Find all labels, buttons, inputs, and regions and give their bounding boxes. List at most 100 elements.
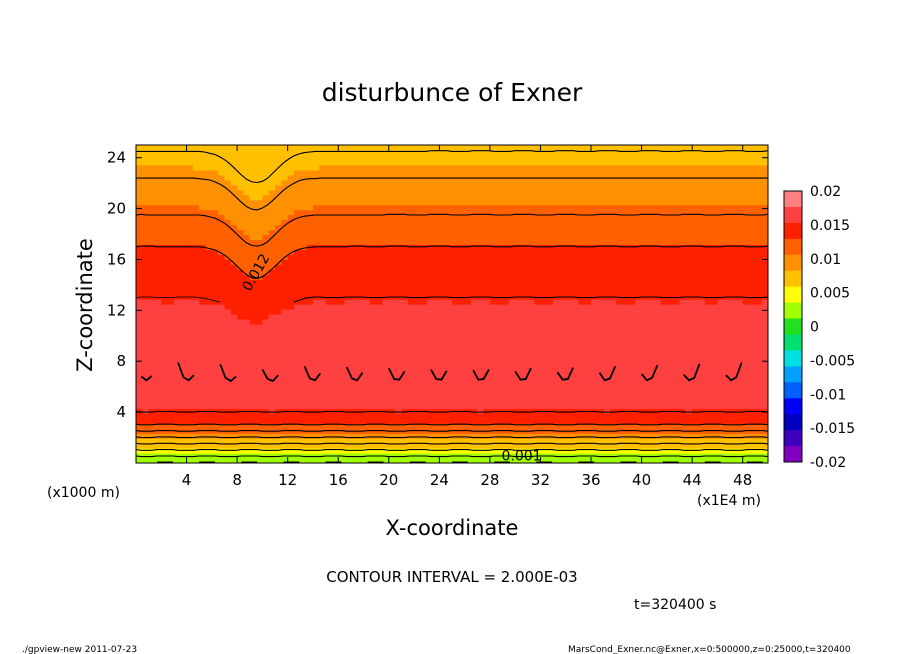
field-cell (401, 323, 409, 330)
field-cell (489, 368, 497, 375)
field-cell (470, 353, 478, 360)
field-cell (603, 348, 611, 355)
field-cell (294, 308, 301, 315)
field-cell (628, 438, 636, 444)
field-cell (749, 264, 756, 270)
field-cell (502, 348, 510, 355)
field-cell (603, 214, 611, 221)
field-cell (167, 308, 175, 315)
field-cell (508, 388, 516, 395)
field-cell (622, 343, 630, 350)
field-cell (173, 373, 181, 380)
field-cell (148, 328, 156, 335)
field-cell (521, 383, 529, 390)
field-cell (382, 438, 390, 444)
field-cell (698, 338, 706, 345)
field-cell (496, 458, 504, 463)
field-cell (161, 299, 169, 305)
field-cell (591, 219, 598, 226)
field-cell (237, 433, 245, 439)
field-cell (628, 289, 636, 295)
field-cell (306, 433, 314, 439)
field-cell (281, 224, 289, 231)
field-cell (692, 453, 700, 459)
field-cell (218, 299, 226, 305)
field-cell (192, 259, 200, 265)
field-cell (470, 373, 478, 380)
field-cell (521, 308, 529, 315)
field-cell (616, 264, 624, 270)
field-cell (692, 423, 700, 429)
field-cell (344, 378, 352, 385)
field-cell (730, 343, 737, 350)
field-cell (281, 393, 289, 400)
field-cell (572, 308, 579, 315)
field-cell (591, 318, 598, 325)
field-cell (281, 378, 289, 385)
field-cell (199, 388, 207, 395)
field-cell (262, 274, 270, 280)
field-cell (458, 299, 466, 305)
field-cell (641, 433, 649, 439)
field-cell (369, 413, 377, 419)
field-cell (502, 338, 510, 345)
field-cell (426, 249, 434, 255)
field-cell (483, 289, 491, 295)
field-cell (300, 254, 308, 260)
field-cell (572, 403, 579, 409)
field-cell (376, 353, 384, 360)
field-cell (679, 269, 687, 275)
field-cell (218, 224, 226, 231)
field-cell (597, 214, 605, 221)
field-cell (565, 438, 573, 444)
field-cell (407, 333, 415, 340)
field-cell (736, 299, 744, 305)
field-cell (268, 403, 276, 409)
field-cell (388, 234, 396, 241)
field-cell (698, 333, 706, 340)
field-cell (749, 294, 756, 300)
field-cell (698, 279, 706, 285)
field-cell (584, 239, 592, 245)
field-cell (433, 378, 440, 385)
field-cell (578, 343, 586, 350)
field-cell (591, 348, 598, 355)
field-cell (401, 328, 409, 335)
field-cell (489, 214, 497, 221)
field-cell (369, 418, 377, 424)
field-cell (483, 433, 491, 439)
field-cell (711, 304, 719, 310)
field-cell (224, 264, 232, 270)
field-cell (597, 284, 605, 290)
field-cell (578, 368, 586, 375)
field-cell (603, 299, 611, 305)
field-cell (262, 403, 270, 409)
field-cell (230, 219, 238, 226)
field-cell (470, 229, 478, 236)
field-cell (382, 234, 390, 241)
field-cell (262, 353, 270, 360)
field-cell (502, 413, 510, 419)
field-cell (610, 318, 617, 325)
field-cell (736, 279, 744, 285)
field-cell (553, 269, 561, 275)
field-cell (464, 219, 472, 226)
field-cell (685, 224, 693, 231)
field-cell (205, 274, 213, 280)
field-cell (350, 328, 358, 335)
field-cell (591, 368, 598, 375)
field-cell (136, 219, 143, 226)
field-cell (205, 318, 213, 325)
field-cell (294, 363, 301, 370)
field-cell (723, 388, 731, 395)
field-cell (565, 219, 573, 226)
field-cell (357, 403, 365, 409)
field-cell (641, 333, 649, 340)
field-cell (350, 259, 358, 265)
field-cell (148, 323, 156, 330)
field-cell (647, 279, 655, 285)
field-cell (546, 269, 554, 275)
field-cell (237, 353, 245, 360)
field-cell (711, 289, 719, 295)
field-cell (142, 289, 150, 295)
